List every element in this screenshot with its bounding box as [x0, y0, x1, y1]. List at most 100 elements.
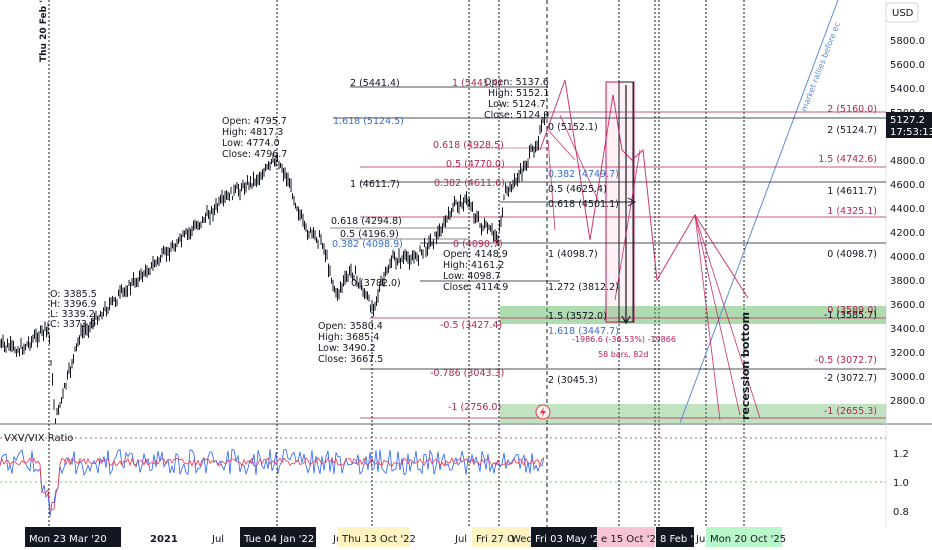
price-axis[interactable]: 5800.05600.05400.05200.04800.04600.04400…	[890, 36, 925, 407]
fib-label: -0.5 (3072.7)	[815, 355, 877, 366]
fib-label: 1 (4325.1)	[827, 206, 877, 217]
ohlc-low: Low: 4774.0	[222, 138, 280, 149]
fib-label: 0.618 (4928.5)	[433, 140, 504, 151]
indicator-title[interactable]: VXV/VIX Ratio	[4, 433, 73, 444]
fib-label: 0.5 (4770.0)	[446, 159, 505, 170]
fib-labels-right: 2 (5160.0) 2 (5124.7) 1.5 (4742.6) 1 (46…	[815, 104, 877, 417]
fib-label: 0 (4098.7)	[827, 249, 877, 260]
fib-labels-red: 1 (5441.4) 0.618 (4928.5) 0.5 (4770.0) 0…	[430, 78, 505, 413]
ohlc-box: Open: 4795.7 High: 4817.3 Low: 4774.0 Cl…	[222, 116, 287, 160]
indicator-tick: 1.2	[893, 449, 909, 460]
ohlc-low: Low: 5124.7	[488, 99, 546, 110]
indicator-tick: 1.0	[893, 478, 909, 489]
price-tick: 3600.0	[890, 300, 925, 311]
time-label-bg	[706, 527, 782, 547]
time-axis[interactable]: Mon 23 Mar '20 2021 Jul Tue 04 Jan '22 Ju Thu…	[25, 527, 786, 547]
indicator-pane[interactable]	[0, 448, 545, 517]
fib-label: 0.618 (4294.8)	[331, 216, 402, 227]
indicator-ma	[0, 457, 545, 511]
ohlc-high: High: 5152.1	[488, 88, 549, 99]
projection-leg	[694, 214, 721, 421]
fib-label: 0 (3589.0)	[827, 305, 877, 316]
ohlc-open: Open: 4148.9	[443, 249, 508, 260]
ohlc-open: Open: 5137.6	[484, 77, 549, 88]
ohlc-close: C: 3373.9	[50, 319, 96, 330]
ohlc-high: High: 4817.3	[222, 127, 283, 138]
support-zone[interactable]	[500, 306, 886, 324]
time-label: Mon 23 Mar '20	[29, 534, 107, 545]
price-tick: 3400.0	[890, 324, 925, 335]
fib-labels-black: 2 (5441.4) 1 (4611.7) 0.618 (4294.8) 0.5…	[331, 78, 619, 386]
price-tick: 3200.0	[890, 348, 925, 359]
time-label-bg	[597, 527, 655, 547]
projection-leg	[559, 114, 599, 201]
indicator-tick: 0.8	[893, 507, 909, 518]
projection-leg	[694, 214, 761, 419]
ohlc-high: H: 3396.9	[50, 299, 97, 310]
fib-labels-blue: 1.618 (5124.5) 0.382 (4749.7) 1.618 (344…	[332, 116, 619, 337]
time-label-bg	[338, 527, 410, 547]
fib-label: 0 (5152.1)	[548, 122, 598, 133]
currency-label: USD	[892, 8, 914, 19]
fib-label: 2 (5160.0)	[827, 104, 877, 115]
price-tick: 5400.0	[890, 84, 925, 95]
ohlc-close: Close: 4114.9	[443, 282, 508, 293]
price-tick: 5600.0	[890, 60, 925, 71]
fib-label: 1 (4611.7)	[350, 179, 400, 190]
trend-line[interactable]	[679, 0, 839, 424]
time-label: 2021	[150, 534, 178, 545]
ohlc-close: Close: 5124.9	[484, 110, 549, 121]
vertical-date-label: Thu 20 Feb '20	[39, 0, 49, 62]
price-tick: 3800.0	[890, 276, 925, 287]
fib-label: 2 (5124.7)	[827, 125, 877, 136]
fib-label: 1.272 (3812.2)	[548, 282, 619, 293]
fib-label: 2 (3045.3)	[548, 375, 598, 386]
fib-label: 1 (5441.4)	[452, 78, 502, 89]
price-tick: 3000.0	[890, 372, 925, 383]
currency-button[interactable]	[885, 2, 919, 23]
ohlc-low: Low: 4098.7	[443, 271, 501, 282]
target-arrowhead	[627, 197, 637, 207]
vertical-markers	[48, 0, 745, 527]
price-tick: 2800.0	[890, 396, 925, 407]
time-label: Ju	[332, 534, 342, 545]
ohlc-close: Close: 3667.5	[318, 354, 383, 365]
lightning-icon	[540, 407, 546, 417]
time-label: e 15 Oct '24	[601, 534, 662, 545]
fib-label: 0.5 (4625.4)	[548, 184, 607, 195]
last-price-badge[interactable]	[886, 112, 932, 138]
time-label: 8 Feb '25	[660, 534, 706, 545]
price-tick: 5800.0	[890, 36, 925, 47]
fib-label: 0 (4090.7)	[453, 239, 503, 250]
ohlc-box: Open: 4148.9 High: 4161.2 Low: 4098.7 Cl…	[443, 249, 508, 293]
fib-label: 0.382 (4749.7)	[548, 169, 619, 180]
fib-label: 1 (4098.7)	[548, 249, 598, 260]
price-tick: 4800.0	[890, 156, 925, 167]
fib-label: -1 (2756.0)	[448, 402, 501, 413]
last-price: 5127.2	[890, 115, 925, 126]
time-label-bg	[25, 527, 121, 547]
ohlc-close: Close: 4796.7	[222, 149, 287, 160]
recession-label: recession bottom	[739, 312, 752, 420]
fib-label: 1.618 (3447.7)	[548, 326, 619, 337]
projection-path[interactable]	[539, 79, 749, 299]
bar-countdown: 17:53:13	[890, 127, 932, 138]
time-label-bg	[472, 527, 530, 547]
projection-leg	[694, 214, 741, 416]
time-label-bg	[240, 527, 316, 547]
candles	[0, 113, 545, 424]
projection-arrows[interactable]	[539, 79, 761, 421]
ohlc-high: High: 3685.4	[318, 332, 379, 343]
time-label: Jul	[454, 534, 467, 545]
trendline-label: market rallies before ec	[799, 21, 841, 113]
fib-label: 1.5 (4742.6)	[818, 154, 877, 165]
indicator-axis[interactable]: 1.2 1.0 0.8	[893, 449, 909, 518]
fib-label: 0 (3782.0)	[351, 278, 401, 289]
fib-label: -1 (2655.3)	[824, 406, 877, 417]
ohlc-box: Open: 5137.6 High: 5152.1 Low: 5124.7 Cl…	[484, 77, 549, 121]
ohlc-low: L: 3339.2	[50, 309, 95, 320]
ohlc-high: High: 4161.2	[443, 260, 504, 271]
fib-label: 1.618 (5124.5)	[333, 116, 404, 127]
